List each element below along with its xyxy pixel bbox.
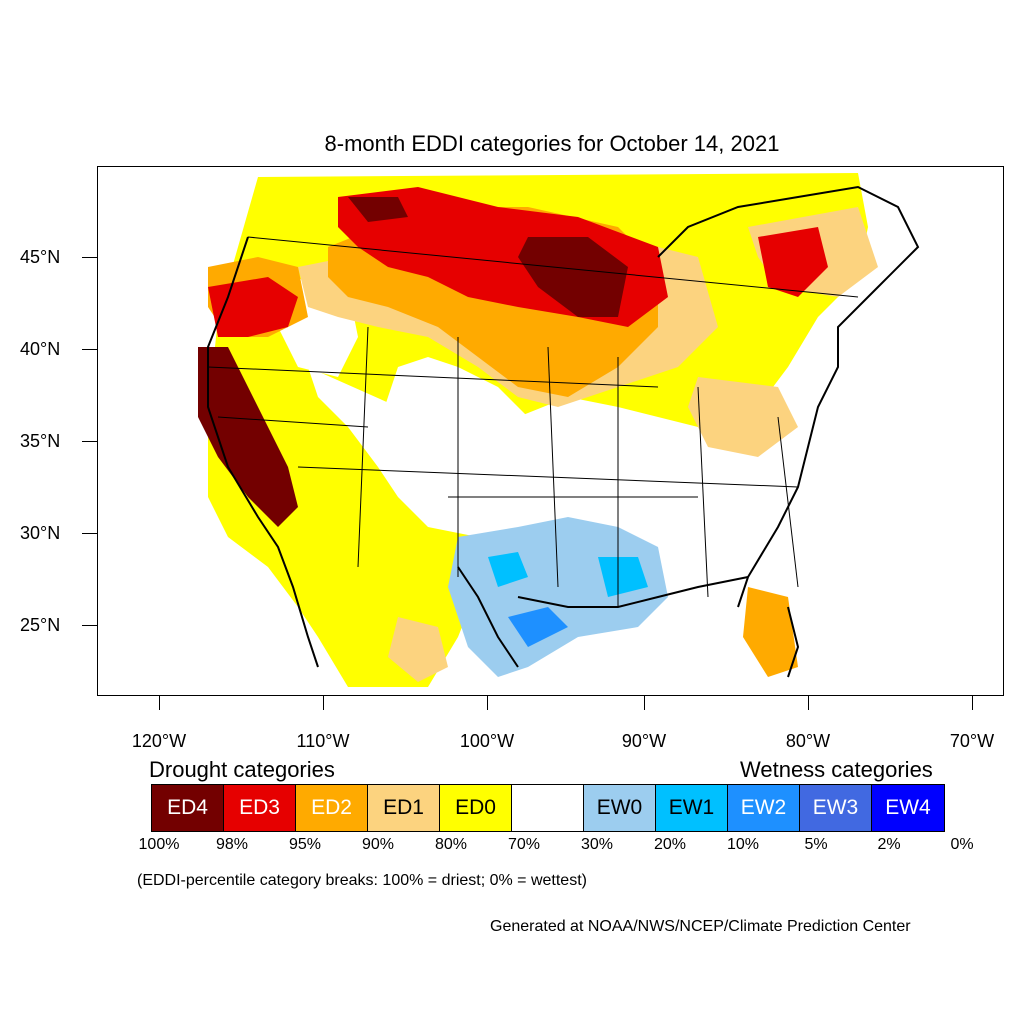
percent-break-label: 0% — [950, 836, 974, 853]
percent-break-label: 95% — [288, 836, 322, 853]
ew2-region — [508, 607, 568, 647]
ew1-region-2 — [598, 557, 648, 597]
drought-heading: Drought categories — [149, 757, 335, 782]
lon-label-80w: 80°W — [785, 731, 831, 751]
ed4-region-2 — [518, 237, 628, 317]
ed2-region-3 — [743, 587, 798, 677]
ew1-region — [488, 552, 528, 587]
lon-tick — [808, 696, 809, 710]
legend-box-ew0: EW0 — [584, 785, 656, 831]
normal-region — [308, 367, 818, 607]
legend-box-ew4: EW4 — [872, 785, 944, 831]
legend-box-ed2: ED2 — [296, 785, 368, 831]
eddi-map — [198, 173, 920, 687]
lat-label-25: 25°N — [20, 615, 61, 635]
lon-label-90w: 90°W — [621, 731, 667, 751]
map-title: 8-month EDDI categories for October 14, … — [324, 131, 780, 156]
lat-label-40: 40°N — [20, 339, 61, 359]
ed1-region-2 — [688, 377, 798, 457]
lon-label-120w: 120°W — [131, 731, 187, 751]
ew0-region — [448, 517, 668, 677]
percent-break-label: 100% — [138, 836, 180, 853]
lat-tick — [82, 349, 97, 350]
lon-label-110w: 110°W — [296, 731, 350, 751]
ed4-region — [198, 347, 298, 527]
legend-box-ew1: EW1 — [656, 785, 728, 831]
percent-break-label: 90% — [361, 836, 395, 853]
lon-tick — [487, 696, 488, 710]
map-panel — [97, 166, 1004, 696]
percent-break-label: 5% — [804, 836, 828, 853]
ed3-region-3 — [758, 227, 828, 297]
ed4-region-3 — [348, 197, 408, 222]
lon-tick — [159, 696, 160, 710]
state-boundaries — [207, 236, 859, 607]
lat-label-35: 35°N — [20, 431, 61, 451]
normal-region-3 — [818, 347, 888, 427]
legend-box-ew3: EW3 — [800, 785, 872, 831]
lon-tick — [972, 696, 973, 710]
legend-box-normal — [512, 785, 584, 831]
lon-tick — [323, 696, 324, 710]
lat-tick — [82, 533, 97, 534]
ed1-region-3 — [388, 617, 448, 682]
percent-break-label: 30% — [580, 836, 614, 853]
wetness-heading: Wetness categories — [740, 757, 933, 782]
legend-box-ed3: ED3 — [224, 785, 296, 831]
percent-break-label: 98% — [215, 836, 249, 853]
percent-break-label: 2% — [877, 836, 901, 853]
legend-box-ew2: EW2 — [728, 785, 800, 831]
lat-label-30: 30°N — [20, 523, 61, 543]
lat-tick — [82, 257, 97, 258]
credit-line: Generated at NOAA/NWS/NCEP/Climate Predi… — [490, 918, 911, 935]
percent-break-label: 80% — [434, 836, 468, 853]
lon-tick — [644, 696, 645, 710]
legend-box-ed0: ED0 — [440, 785, 512, 831]
percent-break-label: 70% — [507, 836, 541, 853]
category-legend: ED4 ED3 ED2 ED1 ED0 EW0 EW1 EW2 EW3 EW4 — [151, 784, 945, 832]
lat-tick — [82, 625, 97, 626]
lat-label-45: 45°N — [20, 247, 61, 267]
lat-tick — [82, 441, 97, 442]
category-note: (EDDI-percentile category breaks: 100% =… — [137, 872, 587, 889]
percent-break-label: 10% — [726, 836, 760, 853]
legend-box-ed1: ED1 — [368, 785, 440, 831]
lon-label-100w: 100°W — [459, 731, 515, 751]
coastline — [207, 185, 920, 678]
percent-break-label: 20% — [653, 836, 687, 853]
lon-label-70w: 70°W — [949, 731, 995, 751]
legend-box-ed4: ED4 — [152, 785, 224, 831]
